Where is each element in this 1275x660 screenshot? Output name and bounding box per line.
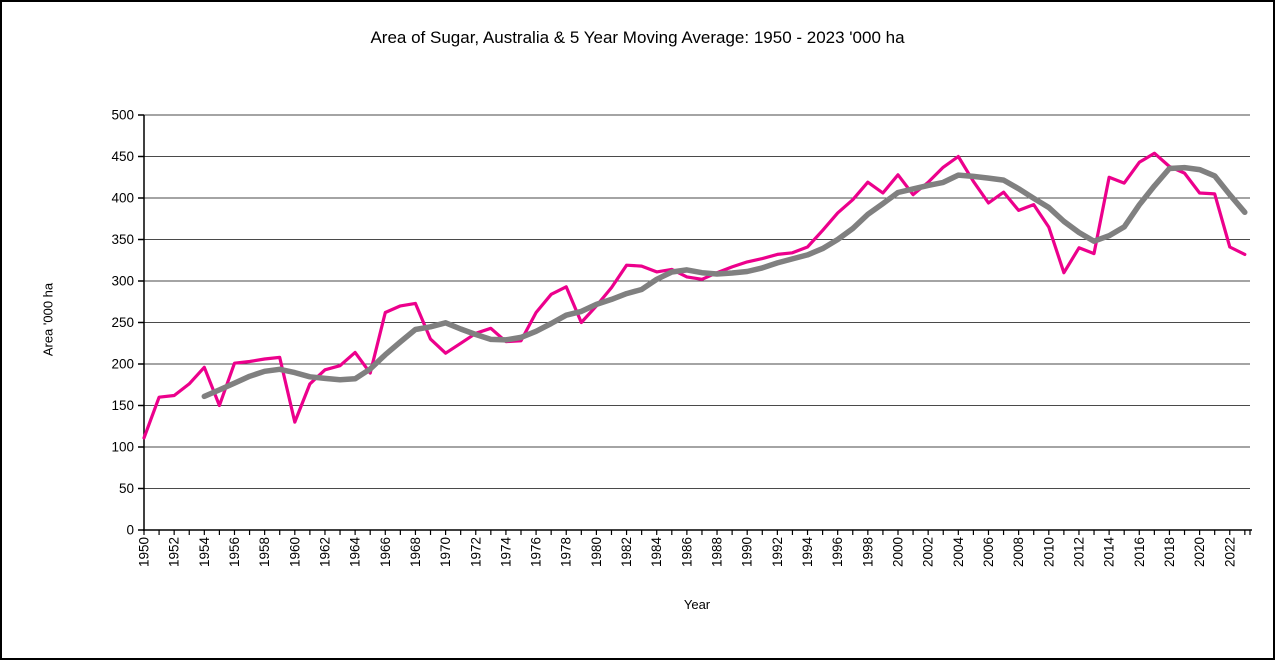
y-tick-label: 400 xyxy=(111,191,134,206)
x-tick-label: 1988 xyxy=(710,537,725,567)
x-tick-label: 2016 xyxy=(1132,537,1147,567)
x-tick-label: 2002 xyxy=(921,537,936,567)
y-tick-label: 450 xyxy=(111,149,134,164)
series-moving-average-line xyxy=(201,164,1248,400)
x-tick-label: 1976 xyxy=(529,537,544,567)
x-tick-label: 2006 xyxy=(981,537,996,567)
x-tick-label: 1968 xyxy=(408,537,423,567)
y-tick-label: 500 xyxy=(111,108,134,123)
x-tick-label: 1970 xyxy=(438,537,453,567)
x-tick-label: 1998 xyxy=(860,537,875,567)
x-tick-label: 1992 xyxy=(770,537,785,567)
x-tick-label: 1974 xyxy=(498,537,513,568)
y-tick-label: 350 xyxy=(111,232,134,247)
x-tick-label: 1958 xyxy=(257,537,272,567)
x-tick-label: 1956 xyxy=(227,537,242,567)
x-tick-label: 1966 xyxy=(378,537,393,567)
chart-title: Area of Sugar, Australia & 5 Year Moving… xyxy=(370,28,905,47)
x-tick-label: 2010 xyxy=(1041,537,1056,567)
x-tick-label: 1960 xyxy=(287,537,302,567)
x-tick-label: 1962 xyxy=(317,537,332,567)
x-tick-label: 1980 xyxy=(589,537,604,567)
x-tick-label: 2022 xyxy=(1222,537,1237,567)
series-area-line xyxy=(142,151,1247,440)
x-tick-label: 2008 xyxy=(1011,537,1026,567)
y-tick-label: 200 xyxy=(111,357,134,372)
x-tick-label: 1984 xyxy=(649,537,664,568)
x-tick-label: 1982 xyxy=(619,537,634,567)
y-tick-label: 150 xyxy=(111,398,134,413)
y-tick-label: 100 xyxy=(111,440,134,455)
y-tick-label: 300 xyxy=(111,274,134,289)
x-tick-label: 1996 xyxy=(830,537,845,567)
x-tick-label: 1964 xyxy=(348,537,363,568)
y-tick-label: 250 xyxy=(111,315,134,330)
x-tick-label: 1950 xyxy=(137,537,152,567)
x-tick-label: 2012 xyxy=(1071,537,1086,567)
x-tick-label: 1954 xyxy=(197,537,212,568)
y-tick-label: 0 xyxy=(126,523,134,538)
x-tick-label: 2020 xyxy=(1192,537,1207,567)
x-tick-label: 1978 xyxy=(559,537,574,567)
y-tick-label: 50 xyxy=(119,481,134,496)
x-tick-label: 1994 xyxy=(800,537,815,568)
x-tick-label: 2004 xyxy=(951,537,966,568)
x-tick-label: 1986 xyxy=(679,537,694,567)
x-axis-title: Year xyxy=(683,597,711,612)
x-tick-label: 1972 xyxy=(468,537,483,567)
x-tick-label: 1952 xyxy=(167,537,182,567)
x-tick-label: 1990 xyxy=(740,537,755,567)
x-tick-label: 2018 xyxy=(1162,537,1177,567)
x-tick-label: 2000 xyxy=(891,537,906,567)
x-tick-label: 2014 xyxy=(1102,537,1117,568)
